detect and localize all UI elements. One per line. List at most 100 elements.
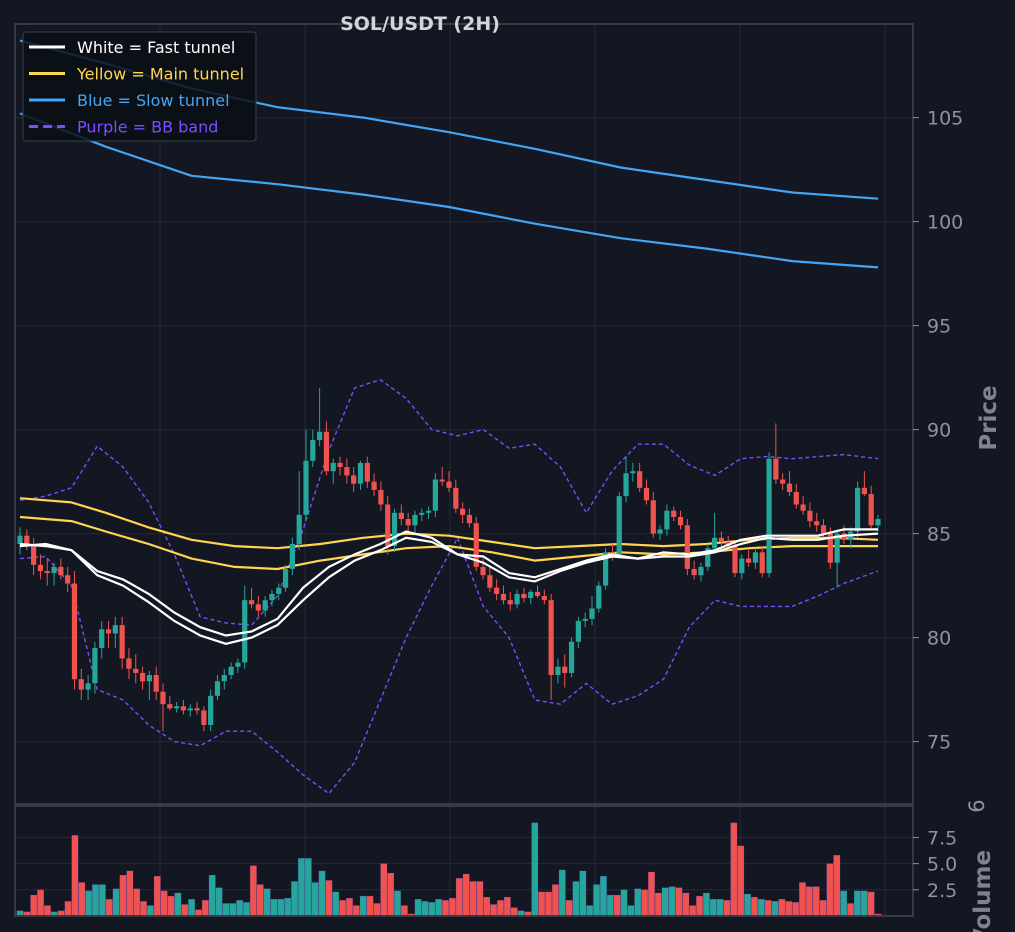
- candle: [187, 704, 193, 717]
- candle-body: [834, 533, 840, 563]
- volume-bar: [853, 890, 861, 917]
- candle: [71, 571, 78, 690]
- candle: [589, 596, 595, 626]
- candle-body: [371, 481, 377, 490]
- volume-bar: [291, 881, 299, 917]
- candle: [664, 504, 670, 536]
- candle: [827, 527, 833, 569]
- volume-tick-label: 7.5: [927, 827, 957, 849]
- volume-bar: [394, 890, 401, 917]
- volume-bar: [64, 901, 72, 917]
- volume-axis-label: Volume: [970, 850, 996, 932]
- candle: [282, 564, 289, 592]
- candle: [51, 562, 57, 586]
- candle: [534, 585, 541, 599]
- volume-bar: [98, 884, 106, 917]
- candle: [861, 471, 867, 497]
- candle-body: [603, 552, 609, 586]
- candle: [643, 479, 650, 505]
- volume-bar: [442, 900, 450, 917]
- candle-body: [92, 648, 98, 684]
- candle: [412, 510, 418, 534]
- candle: [439, 467, 445, 486]
- volume-bar: [105, 898, 113, 917]
- price-tick-label: 90: [927, 420, 951, 442]
- candle-body: [112, 625, 118, 634]
- candle-body: [44, 571, 50, 574]
- candle-body: [119, 625, 125, 659]
- candle: [44, 558, 50, 586]
- volume-bar: [620, 889, 628, 917]
- volume-bar: [661, 887, 669, 917]
- bb-lower-line: [19, 537, 879, 795]
- volume-bar: [297, 858, 305, 917]
- candle-body: [555, 666, 561, 676]
- candle-body: [732, 546, 738, 574]
- volume-bar: [85, 890, 93, 917]
- volume-bar: [380, 863, 388, 917]
- candle: [555, 658, 561, 684]
- candle: [228, 662, 234, 680]
- candle: [296, 471, 302, 551]
- legend-label: Yellow = Main tunnel: [76, 65, 244, 84]
- candle-body: [521, 593, 527, 599]
- candle: [759, 546, 765, 578]
- candle: [405, 512, 411, 532]
- volume-bar: [332, 891, 340, 917]
- volume-bar: [435, 898, 443, 917]
- volume-bar: [771, 901, 779, 917]
- volume-bar: [558, 869, 566, 917]
- candle: [208, 689, 214, 732]
- volume-bar: [37, 889, 45, 917]
- volume-bar: [840, 890, 848, 917]
- candle: [58, 558, 64, 580]
- volume-bar: [723, 900, 731, 917]
- candle-body: [296, 514, 302, 544]
- candle-body: [133, 668, 139, 673]
- volume-bar: [146, 905, 154, 917]
- candle-body: [208, 695, 214, 725]
- volume-bar: [44, 905, 51, 917]
- candle-body: [460, 508, 466, 515]
- candle: [146, 670, 152, 700]
- volume-bar: [346, 897, 353, 917]
- candle-body: [773, 458, 779, 480]
- volume-bar: [744, 893, 752, 917]
- candle: [92, 641, 98, 694]
- candle-body: [78, 679, 84, 690]
- candle-body: [827, 533, 833, 563]
- candle: [637, 462, 643, 492]
- volume-bar: [188, 898, 196, 917]
- volume-bar: [469, 881, 477, 917]
- candle-body: [351, 475, 357, 484]
- legend-label: Purple = BB band: [77, 118, 218, 137]
- volume-bar: [476, 881, 484, 917]
- volume-bar: [78, 882, 86, 917]
- volume-grid: [15, 806, 913, 916]
- volume-bar: [428, 902, 436, 917]
- candle-body: [507, 600, 513, 605]
- volume-bar: [311, 882, 319, 917]
- candle-body: [303, 460, 309, 515]
- candle-body: [691, 568, 697, 576]
- volume-bar: [826, 863, 834, 917]
- candle: [807, 502, 813, 528]
- candle: [623, 456, 629, 503]
- candle-body: [541, 596, 547, 601]
- candle: [671, 506, 677, 522]
- candle: [214, 675, 221, 700]
- candle-body: [637, 471, 643, 488]
- price-tick-label: 80: [927, 628, 951, 650]
- candle-body: [630, 471, 636, 474]
- candle: [276, 583, 282, 601]
- candle-body: [711, 537, 718, 549]
- candle-body: [568, 641, 575, 673]
- volume-bar: [400, 905, 408, 917]
- volume-bar: [847, 903, 854, 917]
- candle-body: [820, 525, 827, 534]
- volume-bar: [565, 900, 573, 917]
- volume-bar: [229, 903, 237, 917]
- volume-bar: [510, 907, 518, 917]
- candle-body: [160, 691, 166, 705]
- volume-bar: [648, 871, 655, 917]
